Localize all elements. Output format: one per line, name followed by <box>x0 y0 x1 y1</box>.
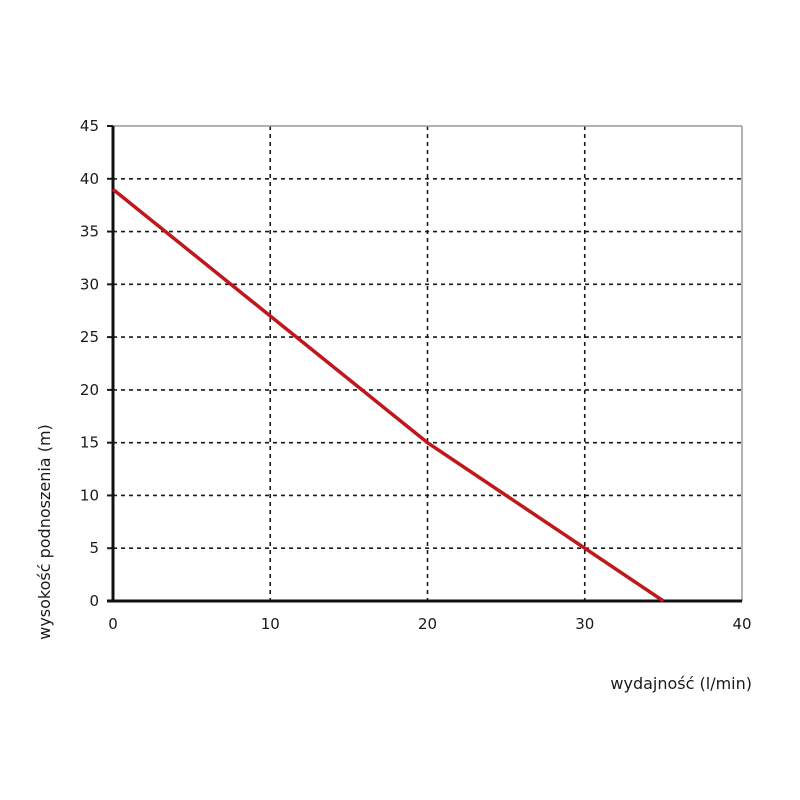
y-tick-label: 45 <box>80 117 99 135</box>
grid <box>113 126 742 601</box>
y-tick-label: 35 <box>80 223 99 241</box>
y-tick-label: 20 <box>80 381 99 399</box>
y-tick-label: 15 <box>80 434 99 452</box>
x-tick-label: 20 <box>418 615 437 633</box>
x-tick-label: 0 <box>108 615 118 633</box>
y-tick-label: 5 <box>89 539 99 557</box>
y-tick-label: 40 <box>80 170 99 188</box>
y-tick-label: 30 <box>80 275 99 293</box>
x-tick-label: 40 <box>732 615 751 633</box>
plot-frame <box>107 125 743 603</box>
y-tick-label: 25 <box>80 328 99 346</box>
series-group <box>111 187 665 603</box>
y-tick-label: 10 <box>80 486 99 504</box>
x-tick-label: 30 <box>575 615 594 633</box>
x-axis-title: wydajność (l/min) <box>610 674 752 693</box>
y-tick-label: 0 <box>89 592 99 610</box>
y-tick-labels: 0 5 10 15 20 25 30 35 40 45 <box>80 117 99 610</box>
x-tick-label: 10 <box>261 615 280 633</box>
x-tick-labels: 0 10 20 30 40 <box>108 615 751 633</box>
y-axis-title: wysokość podnoszenia (m) <box>35 424 54 640</box>
series-line <box>111 187 665 603</box>
